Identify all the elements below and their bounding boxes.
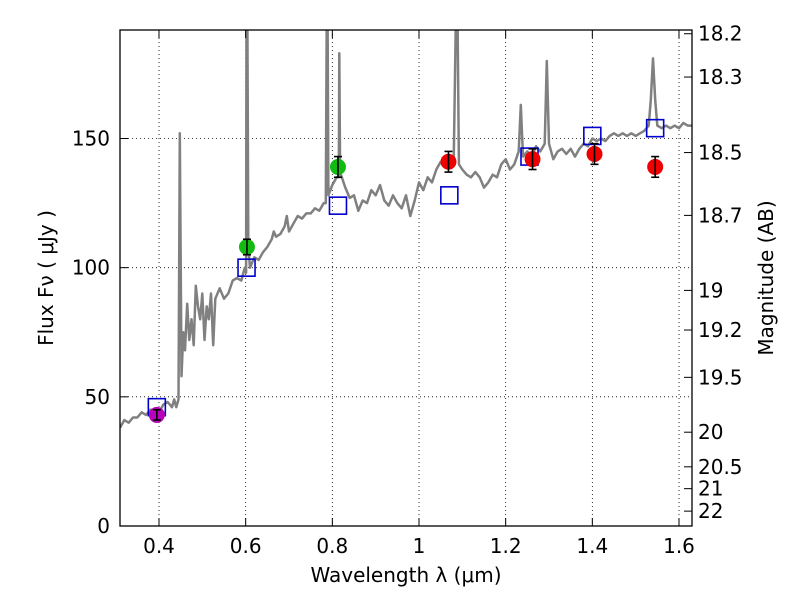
x-tick-label: 1.4 — [576, 534, 608, 558]
x-tick-label: 1.2 — [490, 534, 522, 558]
magnitude-tick-label: 20.5 — [698, 455, 743, 479]
x-tick-label: 0.4 — [143, 534, 175, 558]
y-tick-label: 150 — [72, 127, 110, 151]
model-spectrum-line — [120, 30, 692, 429]
magnitude-tick-label: 18.7 — [698, 203, 743, 227]
x-tick-label: 1 — [413, 534, 426, 558]
magnitude-tick-label: 19 — [698, 278, 723, 302]
x-tick-label: 0.6 — [230, 534, 262, 558]
synthetic-photometry-square — [237, 258, 256, 277]
y-tick-label: 100 — [72, 256, 110, 280]
magnitude-tick-label: 18.3 — [698, 65, 743, 89]
x-tick-label: 1.6 — [663, 534, 695, 558]
magnitude-tick-label: 19.5 — [698, 365, 743, 389]
magnitude-axis-title: Magnitude (AB) — [754, 200, 778, 355]
axis-ticks — [120, 30, 692, 527]
magnitude-tick-label: 18.2 — [698, 22, 743, 46]
synthetic-photometry-square — [328, 196, 348, 215]
magnitude-tick-label: 22 — [698, 499, 723, 523]
x-tick-labels: 0.4 0.6 0.8 1 1.2 1.4 1.6 — [143, 534, 695, 558]
y-tick-label: 50 — [85, 385, 110, 409]
y-axis-title: Flux Fν ( μJy ) — [34, 210, 58, 346]
x-tick-label: 0.8 — [316, 534, 348, 558]
x-axis-title: Wavelength λ (μm) — [310, 563, 501, 587]
magnitude-tick-label: 18.5 — [698, 141, 743, 165]
observed-photometry-layer — [148, 142, 664, 423]
y-tick-labels: 0 50 100 150 — [72, 127, 110, 539]
synthetic-photometry-square — [583, 126, 602, 146]
y-tick-label: 0 — [97, 514, 110, 538]
grid-lines — [120, 30, 692, 526]
magnitude-tick-label: 20 — [698, 420, 723, 444]
spectrum-layer — [120, 30, 692, 429]
synthetic-photometry-square — [440, 186, 459, 205]
magnitude-tick-label: 19.2 — [698, 318, 743, 342]
synthetic-photometry-square — [645, 118, 665, 138]
synthetic-photometry-layer — [147, 118, 665, 417]
plot-frame — [119, 29, 693, 527]
magnitude-tick-label: 21 — [698, 477, 723, 501]
